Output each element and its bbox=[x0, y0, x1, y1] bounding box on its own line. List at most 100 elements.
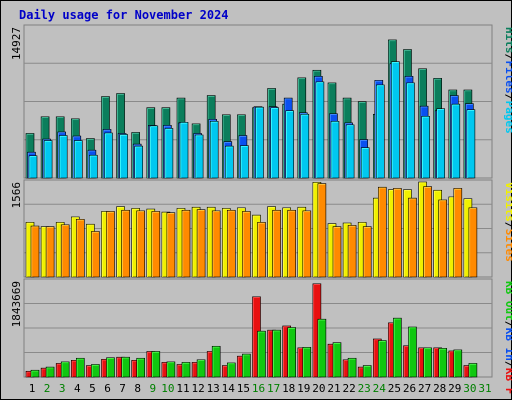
bar-sites-day-16 bbox=[257, 222, 266, 278]
bar-kb-out-day-19 bbox=[302, 347, 312, 378]
x-label-day-11: 11 bbox=[176, 382, 189, 395]
x-label-day-2: 2 bbox=[44, 382, 51, 395]
bar-sites-day-23 bbox=[362, 226, 372, 278]
bar-pages-day-26 bbox=[406, 82, 415, 179]
bar-kb-out-day-2 bbox=[45, 366, 55, 378]
x-label-day-5: 5 bbox=[89, 382, 96, 395]
panel-max-label: 1566 bbox=[10, 182, 23, 209]
bar-pages-day-19 bbox=[300, 113, 310, 179]
bar-sites-day-10 bbox=[166, 212, 176, 278]
bar-pages-day-30 bbox=[466, 109, 476, 179]
panel-legend: Visits/Sites bbox=[503, 182, 512, 262]
bar-pages-day-3 bbox=[58, 135, 68, 179]
legend-sites: Sites bbox=[503, 229, 512, 262]
x-label-day-26: 26 bbox=[403, 382, 416, 395]
bar-kb-out-day-14 bbox=[227, 362, 236, 378]
bar-pages-day-5 bbox=[89, 154, 98, 179]
bar-sites-day-5 bbox=[91, 231, 100, 278]
x-label-day-22: 22 bbox=[342, 382, 355, 395]
bar-pages-day-2 bbox=[43, 140, 53, 179]
bar-pages-day-12 bbox=[194, 134, 204, 179]
legend-kb-f: KB F bbox=[503, 368, 512, 395]
panel-legend: KB Out/KB In/KB F bbox=[503, 281, 512, 394]
x-label-day-1: 1 bbox=[29, 382, 36, 395]
bar-pages-day-4 bbox=[74, 140, 83, 179]
bar-sites-day-21 bbox=[332, 226, 342, 278]
x-label-day-10: 10 bbox=[161, 382, 174, 395]
bar-sites-day-15 bbox=[242, 211, 251, 278]
bar-sites-day-30 bbox=[468, 207, 478, 278]
bar-pages-day-15 bbox=[240, 145, 249, 179]
bar-pages-day-16 bbox=[255, 106, 264, 179]
legend-files: Files bbox=[503, 61, 512, 94]
bar-pages-day-20 bbox=[315, 81, 325, 179]
bar-kb-out-day-16 bbox=[257, 330, 266, 378]
bar-kb-out-day-7 bbox=[121, 356, 130, 378]
bar-sites-day-28 bbox=[438, 199, 448, 278]
x-label-day-8: 8 bbox=[134, 382, 141, 395]
bar-sites-day-8 bbox=[136, 210, 145, 278]
bar-sites-day-26 bbox=[408, 197, 417, 278]
x-label-day-19: 19 bbox=[297, 382, 310, 395]
bar-sites-day-27 bbox=[423, 186, 432, 278]
bar-kb-out-day-15 bbox=[242, 353, 251, 378]
bar-kb-out-day-22 bbox=[347, 357, 357, 378]
x-label-day-13: 13 bbox=[207, 382, 220, 395]
bar-kb-out-day-8 bbox=[136, 357, 145, 378]
x-label-day-17: 17 bbox=[267, 382, 280, 395]
bar-sites-day-7 bbox=[121, 209, 130, 278]
bar-pages-day-27 bbox=[421, 115, 430, 179]
bar-kb-out-day-3 bbox=[60, 361, 70, 378]
legend-pages: Pages bbox=[503, 101, 512, 134]
bar-kb-out-day-13 bbox=[211, 345, 221, 378]
bar-kb-out-day-27 bbox=[423, 347, 432, 378]
bar-pages-day-7 bbox=[119, 134, 128, 179]
bar-sites-day-2 bbox=[45, 226, 55, 278]
bar-pages-day-13 bbox=[209, 121, 219, 179]
x-label-day-12: 12 bbox=[191, 382, 204, 395]
bar-sites-day-19 bbox=[302, 210, 312, 278]
bar-pages-day-21 bbox=[330, 121, 340, 179]
legend-separator: / bbox=[503, 321, 512, 328]
x-label-day-27: 27 bbox=[418, 382, 431, 395]
bar-kb-out-day-23 bbox=[362, 365, 372, 378]
panel-max-label: 1843669 bbox=[10, 281, 23, 327]
bar-sites-day-13 bbox=[211, 210, 221, 278]
bar-pages-day-17 bbox=[270, 107, 279, 179]
x-label-day-29: 29 bbox=[448, 382, 461, 395]
legend-visits: Visits bbox=[503, 182, 512, 222]
x-axis-labels: 1 2 3 4 5 6 7 8 9 10 11 12 13 14 15 16 17 18 19 20 21 22 23 24 2… bbox=[29, 382, 492, 395]
x-label-day-9: 9 bbox=[149, 382, 156, 395]
x-label-day-7: 7 bbox=[119, 382, 126, 395]
bar-kb-out-day-17 bbox=[272, 329, 281, 378]
legend-separator: / bbox=[503, 361, 512, 368]
bar-pages-day-23 bbox=[360, 147, 370, 179]
bar-kb-out-day-4 bbox=[76, 357, 85, 378]
x-label-day-16: 16 bbox=[252, 382, 265, 395]
x-label-day-6: 6 bbox=[104, 382, 111, 395]
bar-kb-out-day-28 bbox=[438, 348, 448, 378]
bar-sites-day-11 bbox=[181, 209, 191, 278]
legend-separator: / bbox=[503, 94, 512, 101]
x-label-day-21: 21 bbox=[327, 382, 340, 395]
legend-kb-out: KB Out bbox=[503, 281, 512, 321]
bar-kb-out-day-6 bbox=[106, 357, 115, 378]
bar-pages-day-25 bbox=[391, 61, 400, 179]
bar-kb-out-day-26 bbox=[408, 326, 417, 378]
bar-pages-day-1 bbox=[28, 155, 38, 179]
bar-kb-f-day-9 bbox=[146, 351, 156, 378]
x-label-day-31: 31 bbox=[478, 382, 491, 395]
legend-separator: / bbox=[503, 222, 512, 229]
bar-kb-out-day-1 bbox=[30, 369, 40, 378]
bar-sites-day-18 bbox=[287, 209, 297, 278]
chart-panels: 14927Hits/Files/Pages1566Visits/Sites184… bbox=[10, 24, 512, 394]
bar-kb-out-day-12 bbox=[196, 359, 206, 378]
bar-kb-out-day-10 bbox=[166, 361, 176, 378]
bar-pages-day-24 bbox=[375, 84, 385, 179]
x-label-day-20: 20 bbox=[312, 382, 325, 395]
x-label-day-25: 25 bbox=[388, 382, 401, 395]
x-label-day-14: 14 bbox=[222, 382, 236, 395]
bar-sites-day-29 bbox=[453, 188, 463, 278]
